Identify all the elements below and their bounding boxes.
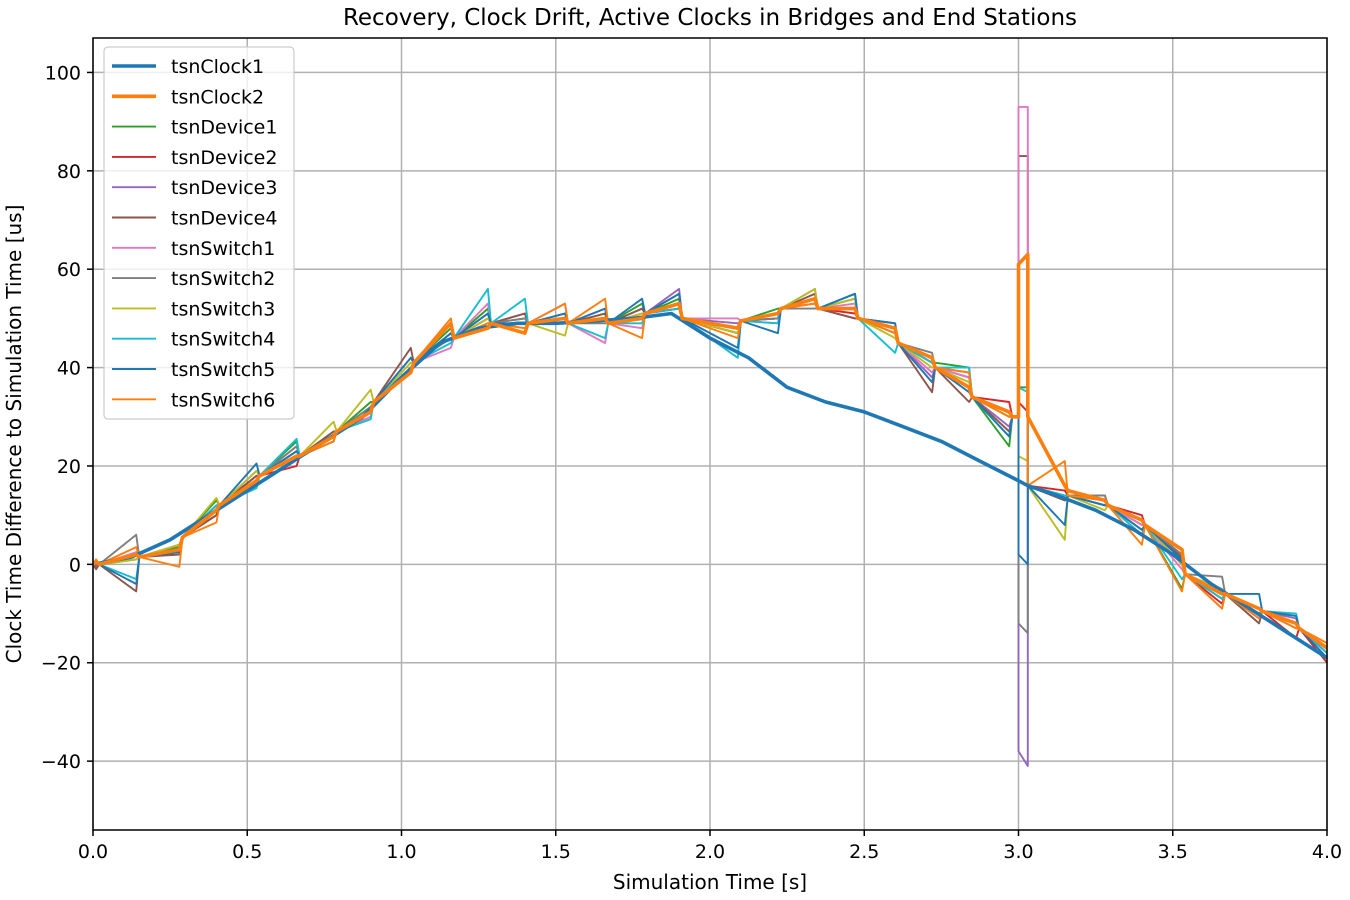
legend-label-tsnDevice2: tsnDevice2 — [171, 147, 277, 169]
legend-label-tsnSwitch5: tsnSwitch5 — [171, 359, 275, 381]
x-tick-label: 0.5 — [232, 841, 262, 863]
legend-label-tsnClock2: tsnClock2 — [171, 86, 264, 108]
legend-label-tsnSwitch6: tsnSwitch6 — [171, 389, 275, 411]
y-tick-label: 0 — [69, 554, 81, 576]
y-tick-label: 40 — [57, 358, 81, 380]
y-tick-label: 20 — [57, 456, 81, 478]
x-tick-label: 1.5 — [541, 841, 571, 863]
x-axis-label: Simulation Time [s] — [613, 870, 807, 894]
x-tick-label: 3.0 — [1003, 841, 1033, 863]
y-axis: −40 −20 0 20 40 60 80 100 — [41, 62, 93, 773]
legend-label-tsnSwitch1: tsnSwitch1 — [171, 238, 275, 260]
chart-title: Recovery, Clock Drift, Active Clocks in … — [343, 5, 1077, 31]
y-tick-label: 80 — [57, 161, 81, 183]
x-tick-label: 3.5 — [1158, 841, 1188, 863]
legend-label-tsnDevice3: tsnDevice3 — [171, 177, 277, 199]
y-tick-label: −40 — [41, 751, 81, 773]
y-axis-label: Clock Time Difference to Simulation Time… — [2, 205, 26, 664]
legend-label-tsnSwitch2: tsnSwitch2 — [171, 268, 275, 290]
y-tick-label: 100 — [45, 62, 81, 84]
series-line-tsnClock2 — [93, 252, 1327, 650]
legend-label-tsnDevice1: tsnDevice1 — [171, 117, 277, 139]
legend-label-tsnClock1: tsnClock1 — [171, 56, 264, 78]
x-tick-label: 4.0 — [1312, 841, 1342, 863]
legend: tsnClock1 tsnClock2 tsnDevice1 tsnDevice2 ts… — [103, 46, 295, 420]
legend-label-tsnDevice4: tsnDevice4 — [171, 208, 277, 230]
x-tick-label: 1.0 — [386, 841, 416, 863]
y-tick-label: −20 — [41, 653, 81, 675]
x-tick-label: 2.5 — [849, 841, 879, 863]
legend-box — [103, 46, 295, 420]
legend-label-tsnSwitch3: tsnSwitch3 — [171, 298, 275, 320]
legend-label-tsnSwitch4: tsnSwitch4 — [171, 329, 275, 351]
x-axis: 0.0 0.5 1.0 1.5 2.0 2.5 3.0 3.5 4.0 — [78, 830, 1342, 863]
y-tick-label: 60 — [57, 259, 81, 281]
x-tick-label: 0.0 — [78, 841, 108, 863]
series-layer — [93, 105, 1327, 767]
x-tick-label: 2.0 — [695, 841, 725, 863]
